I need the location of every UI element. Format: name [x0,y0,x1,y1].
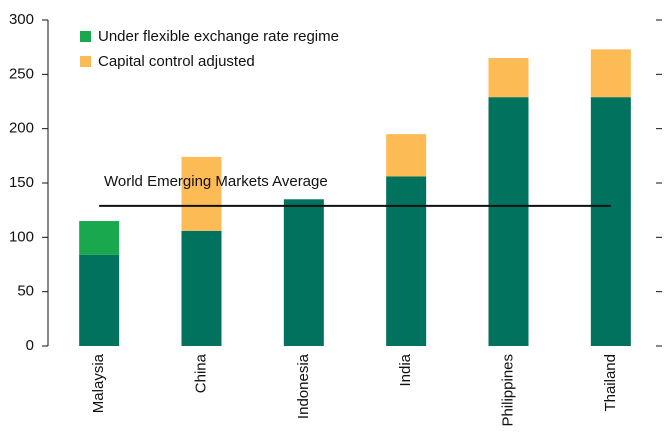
bar-segment [181,230,222,346]
bar-segment [386,134,427,177]
legend-swatch [80,31,91,42]
bar-segment [590,97,631,346]
x-tick-label: Indonesia [295,353,312,419]
bar-segment [79,221,120,255]
y-tick-label: 0 [26,337,34,354]
y-tick-label: 100 [9,228,34,245]
reference-label: World Emerging Markets Average [104,173,328,190]
y-tick-label: 150 [9,174,34,191]
legend-label: Capital control adjusted [98,53,255,70]
bar-segment [79,254,120,346]
bar-segment [386,176,427,346]
bar-segment [181,156,222,231]
x-tick-label: Malaysia [90,353,107,413]
bar-segment [488,58,529,98]
bar-segment [590,49,631,98]
x-tick-label: China [192,353,209,393]
x-tick-label: Thailand [602,354,619,412]
bar-segment [283,199,324,346]
y-tick-label: 50 [17,283,34,300]
x-tick-label: Philippines [499,354,516,427]
y-tick-label: 250 [9,65,34,82]
x-tick-label: India [397,353,414,386]
legend-swatch [80,56,91,67]
y-tick-label: 300 [9,11,34,28]
y-tick-label: 200 [9,120,34,137]
bar-segment [488,97,529,346]
legend-label: Under flexible exchange rate regime [98,28,339,45]
